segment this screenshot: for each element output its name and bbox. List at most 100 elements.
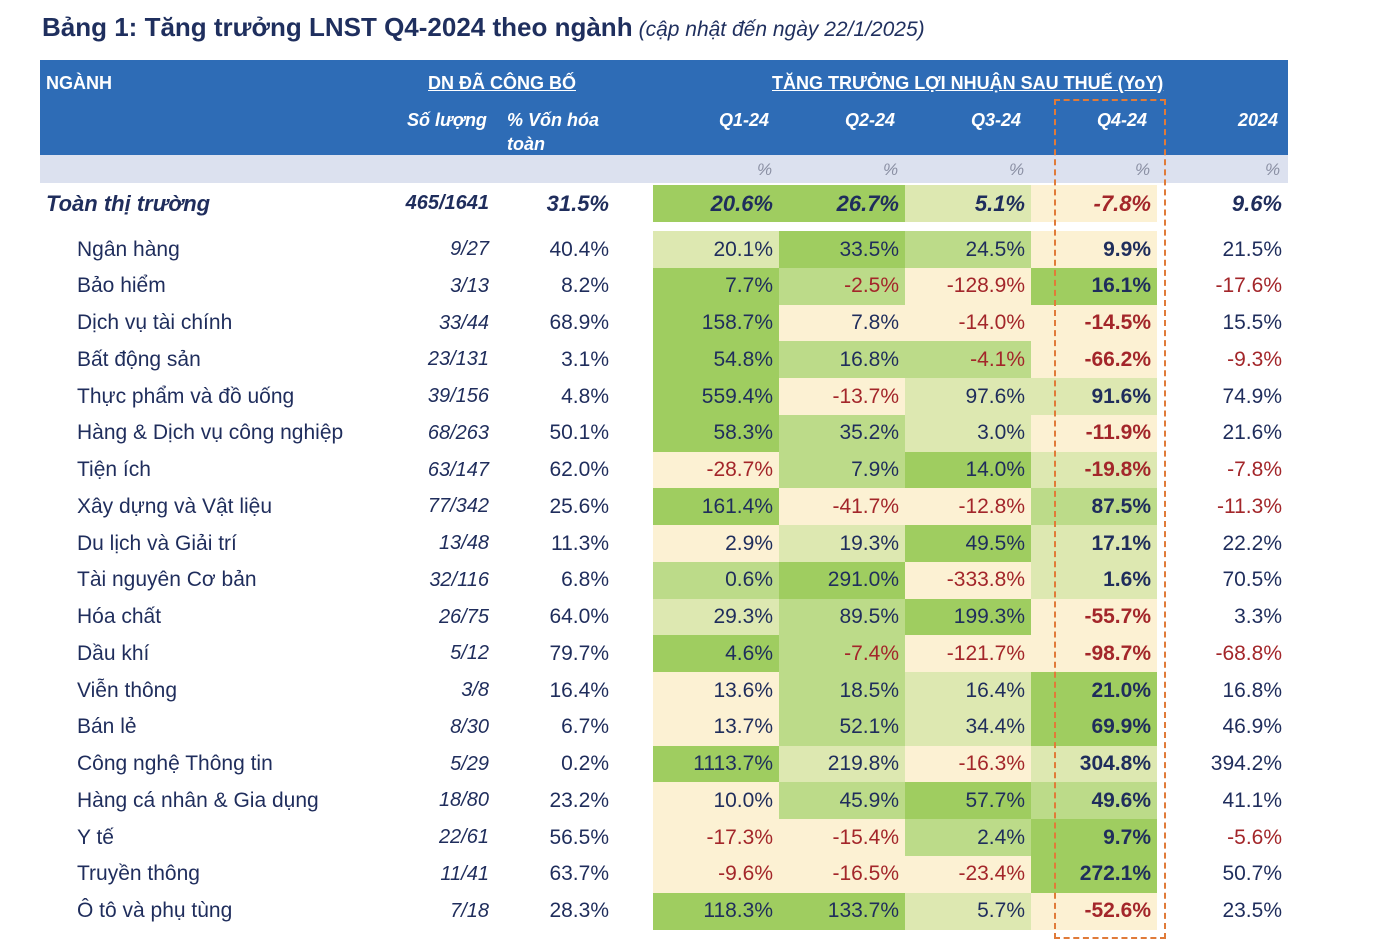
cell-q3: 199.3%	[905, 598, 1031, 636]
cell-y2024: 394.2%	[1210, 752, 1282, 775]
total-row: Toàn thị trường 465/1641 31.5% 20.6% 26.7% 5.…	[40, 185, 1288, 222]
header-von-hoa-2: toàn	[507, 134, 545, 154]
cell-cap: 56.5%	[549, 825, 609, 849]
cell-q4: -55.7%	[1031, 598, 1157, 636]
cell-name: Hàng & Dịch vụ công nghiệp	[77, 421, 344, 445]
cell-cap: 31.5%	[546, 190, 609, 216]
q4-highlight-box	[1054, 99, 1166, 939]
cell-q1: 54.8%	[653, 341, 779, 379]
cell-q4: 17.1%	[1031, 525, 1157, 562]
cell-cap: 62.0%	[549, 458, 609, 481]
header-q3: Q3-24	[971, 110, 1022, 130]
cell-count: 77/342	[427, 495, 489, 518]
header-q1: Q1-24	[719, 110, 770, 130]
cell-count: 22/61	[438, 826, 489, 848]
cell-q1: 20.1%	[653, 231, 779, 268]
cell-q1: 10.0%	[653, 782, 779, 820]
table-row: Tài nguyên Cơ bản 32/116 6.8% 0.6% 291.0% -33…	[40, 561, 1288, 599]
cell-name: Thực phẩm và đồ uống	[77, 384, 295, 408]
table-row: Ngân hàng 9/27 40.4% 20.1% 33.5% 24.5% 9.9% 21.…	[40, 231, 1288, 268]
cell-y2024: 23.5%	[1222, 899, 1282, 922]
table-row: Dịch vụ tài chính 33/44 68.9% 158.7% 7.8% -14…	[40, 304, 1288, 342]
cell-q1: 13.7%	[653, 708, 779, 746]
cell-cap: 23.2%	[549, 788, 609, 812]
cell-name: Y tế	[77, 825, 114, 849]
cell-name: Truyền thông	[77, 862, 200, 886]
cell-q4: 91.6%	[1031, 378, 1157, 415]
table-row: Du lịch và Giải trí 13/48 11.3% 2.9% 19.3% 49…	[40, 525, 1288, 562]
header-so-luong: Số lượng	[407, 110, 487, 130]
cell-count: 3/8	[461, 679, 489, 701]
cell-y2024: 15.5%	[1222, 311, 1282, 334]
cell-q3: -14.0%	[905, 304, 1031, 342]
table-title: Bảng 1: Tăng trưởng LNST Q4-2024 theo ng…	[42, 12, 925, 43]
unit-2024: %	[1265, 160, 1281, 179]
cell-q2: 35.2%	[779, 414, 905, 452]
cell-q3: -23.4%	[905, 855, 1031, 893]
cell-count: 11/41	[440, 862, 489, 885]
cell-q2: 89.5%	[779, 598, 905, 636]
table-row: Viễn thông 3/8 16.4% 13.6% 18.5% 16.4% 21.0% 16…	[40, 672, 1288, 709]
cell-q3: 57.7%	[905, 782, 1031, 820]
cell-y2024: 50.7%	[1222, 862, 1282, 886]
cell-q2: -16.5%	[779, 855, 905, 893]
cell-q3: 14.0%	[905, 451, 1031, 489]
cell-y2024: 9.6%	[1231, 190, 1282, 216]
cell-cap: 28.3%	[549, 899, 609, 922]
cell-name: Ô tô và phụ tùng	[77, 899, 233, 922]
cell-q2: 16.8%	[779, 341, 905, 379]
cell-name: Bất động sản	[77, 347, 201, 371]
cell-count: 9/27	[450, 238, 489, 260]
cell-name: Bảo hiểm	[77, 274, 166, 298]
title-text: Bảng 1: Tăng trưởng LNST Q4-2024 theo ng…	[42, 12, 633, 42]
cell-q1: 158.7%	[653, 304, 779, 342]
cell-q4: 21.0%	[1031, 672, 1157, 709]
unit-header	[40, 155, 1288, 183]
cell-q3: 16.4%	[905, 672, 1031, 709]
cell-name: Xây dựng và Vật liệu	[77, 494, 273, 518]
header-2024: 2024	[1238, 110, 1279, 130]
cell-y2024: 3.3%	[1234, 605, 1282, 628]
table-row: Thực phẩm và đồ uống 39/156 4.8% 559.4% -13.…	[40, 378, 1288, 415]
cell-q2: 26.7%	[779, 185, 905, 222]
cell-q1: 1113.7%	[653, 745, 779, 783]
cell-q4: 87.5%	[1031, 488, 1157, 526]
table-row: Dầu khí 5/12 79.7% 4.6% -7.4% -121.7% -98.7% -6…	[40, 635, 1288, 673]
cell-q3: -12.8%	[905, 488, 1031, 526]
table-row: Bảo hiểm 3/13 8.2% 7.7% -2.5% -128.9% 16.1% -17…	[40, 267, 1288, 305]
cell-q4: -98.7%	[1031, 635, 1157, 673]
cell-q1: 20.6%	[653, 185, 779, 222]
cell-count: 8/30	[450, 715, 489, 738]
cell-y2024: 46.9%	[1222, 715, 1282, 739]
cell-q4: 304.8%	[1031, 745, 1157, 783]
cell-q4: 9.9%	[1031, 231, 1157, 268]
table-row: Xây dựng và Vật liệu 77/342 25.6% 161.4% -41…	[40, 488, 1288, 526]
cell-cap: 4.8%	[561, 384, 609, 408]
cell-count: 39/156	[427, 385, 489, 407]
cell-y2024: 21.6%	[1222, 421, 1282, 445]
cell-q3: 5.1%	[905, 185, 1031, 222]
header-q4: Q4-24	[1097, 110, 1148, 130]
table-row: Truyền thông 11/41 63.7% -9.6% -16.5% -23.4% 2…	[40, 855, 1288, 893]
cell-cap: 25.6%	[549, 494, 609, 518]
cell-q3: 97.6%	[905, 378, 1031, 415]
table-row: Tiện ích 63/147 62.0% -28.7% 7.9% 14.0% -19.8%…	[40, 451, 1288, 489]
cell-name: Tài nguyên Cơ bản	[77, 568, 257, 592]
cell-count: 13/48	[438, 532, 489, 554]
cell-q2: 52.1%	[779, 708, 905, 746]
cell-cap: 40.4%	[549, 237, 609, 261]
table-row: Hàng & Dịch vụ công nghiệp 68/263 50.1% 58.…	[40, 414, 1288, 452]
cell-q4: 69.9%	[1031, 708, 1157, 746]
cell-q2: 7.8%	[779, 304, 905, 342]
cell-name: Hóa chất	[77, 605, 162, 628]
cell-cap: 6.8%	[561, 568, 609, 592]
cell-q1: -28.7%	[653, 451, 779, 489]
table-row: Bán lẻ 8/30 6.7% 13.7% 52.1% 34.4% 69.9% 46.9%	[40, 708, 1288, 746]
cell-q4: 49.6%	[1031, 782, 1157, 820]
cell-count: 68/263	[427, 421, 489, 444]
cell-q4: -66.2%	[1031, 341, 1157, 379]
cell-q1: 559.4%	[653, 378, 779, 415]
cell-q3: -128.9%	[905, 267, 1031, 305]
table-row: Công nghệ Thông tin 5/29 0.2% 1113.7% 219.8%…	[40, 745, 1288, 783]
cell-count: 18/80	[438, 789, 489, 812]
